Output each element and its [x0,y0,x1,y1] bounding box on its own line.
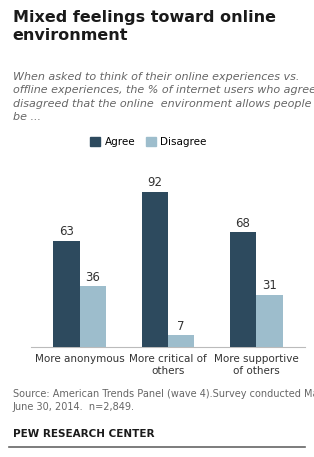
Bar [168,335,194,347]
Text: Mixed feelings toward online
environment: Mixed feelings toward online environment [13,10,276,43]
Text: 7: 7 [177,320,185,333]
Legend: Agree, Disagree: Agree, Disagree [86,133,211,151]
Text: 36: 36 [86,271,100,284]
Text: 92: 92 [147,176,162,189]
Text: When asked to think of their online experiences vs.
offline experiences, the % o: When asked to think of their online expe… [13,72,314,122]
Text: PEW RESEARCH CENTER: PEW RESEARCH CENTER [13,429,154,439]
Bar [80,287,106,347]
Bar [53,241,80,347]
Text: 63: 63 [59,225,74,238]
Bar [142,192,168,347]
Text: 68: 68 [236,217,250,230]
Bar [256,295,283,347]
Bar [230,232,256,347]
Text: 31: 31 [262,279,277,292]
Text: Source: American Trends Panel (wave 4).Survey conducted May 30-
June 30, 2014.  : Source: American Trends Panel (wave 4).S… [13,389,314,412]
